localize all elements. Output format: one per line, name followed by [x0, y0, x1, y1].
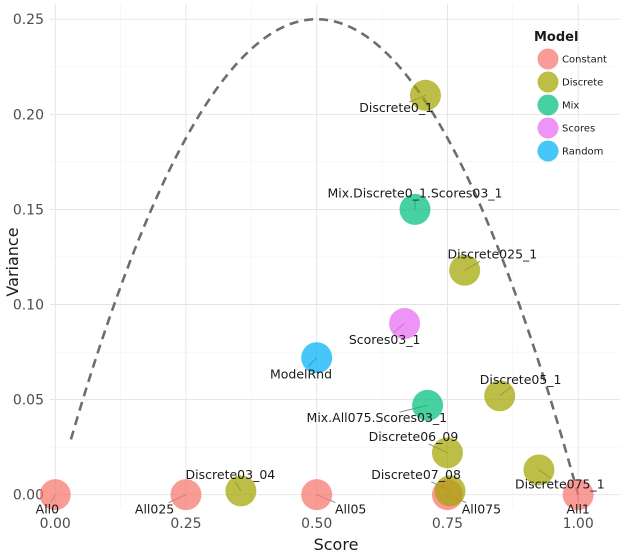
label-discrete07-08: Discrete07_08 — [371, 467, 461, 482]
y-tick-label: 0.05 — [13, 393, 44, 409]
x-axis-title: Score — [314, 535, 359, 554]
label-all0: All0 — [36, 501, 59, 516]
x-tick-label: 0.75 — [432, 516, 463, 532]
point-mix-all075-scores03-1 — [412, 389, 444, 421]
legend-entries: Constant Discrete Mix Scores Random — [537, 48, 607, 162]
x-tick-label: 1.00 — [563, 516, 594, 532]
label-discrete03-04: Discrete03_04 — [186, 467, 276, 482]
point-all05 — [301, 479, 333, 511]
y-tick-label: 0.10 — [13, 297, 44, 313]
point-discrete025-1 — [449, 254, 481, 286]
label-mix-discrete0-1-scores03-1: Mix.Discrete0_1.Scores03_1 — [327, 186, 502, 201]
point-discrete07-08 — [434, 475, 466, 507]
label-all025: All025 — [135, 501, 174, 516]
legend-label-random: Random — [562, 147, 603, 158]
legend-swatch-discrete — [537, 71, 559, 93]
y-tick-label: 0.00 — [13, 488, 44, 504]
legend-label-discrete: Discrete — [562, 78, 603, 89]
point-discrete06-09 — [431, 437, 463, 469]
axis-ticks: 0.00 0.25 0.50 0.75 1.00 0.00 0.05 0.10 0.15 0.20… — [13, 12, 594, 532]
point-mix-discrete0-1-scores03-1 — [399, 193, 431, 225]
point-scores03-1 — [389, 308, 421, 340]
y-tick-label: 0.25 — [13, 12, 44, 28]
label-discrete06-09: Discrete06_09 — [369, 429, 459, 444]
point-all1 — [562, 479, 594, 511]
point-discrete03-04 — [225, 475, 257, 507]
y-tick-label: 0.15 — [13, 202, 44, 218]
legend-swatch-mix — [537, 94, 559, 116]
label-all05: All05 — [335, 501, 366, 516]
legend-swatch-scores — [537, 117, 559, 139]
point-labels: All0 All025 All05 All075 All1 Discrete0_1 Disc… — [36, 100, 605, 516]
label-discrete025-1: Discrete025_1 — [448, 247, 538, 262]
point-discrete05-1 — [484, 380, 516, 412]
label-discrete05-1: Discrete05_1 — [480, 372, 562, 387]
point-all0 — [39, 479, 71, 511]
label-discrete0-1: Discrete0_1 — [359, 100, 433, 115]
legend-label-mix: Mix — [562, 101, 579, 112]
legend-swatch-constant — [537, 48, 559, 70]
legend-title: Model — [534, 30, 578, 45]
label-scores03-1: Scores03_1 — [349, 332, 421, 347]
legend-label-constant: Constant — [562, 55, 607, 66]
label-discrete075-1: Discrete075_1 — [515, 477, 605, 492]
y-tick-label: 0.20 — [13, 107, 44, 123]
grid-lines — [50, 4, 620, 508]
label-mix-all075-scores03-1: Mix.All075.Scores03_1 — [307, 410, 448, 425]
point-discrete075-1 — [523, 454, 555, 486]
y-axis-title: Variance — [3, 227, 22, 296]
point-modelrnd — [301, 342, 333, 374]
variance-reference-curve — [69, 17, 580, 496]
label-modelrnd: ModelRnd — [270, 366, 332, 381]
legend-label-scores: Scores — [562, 124, 595, 135]
x-tick-label: 0.00 — [40, 516, 71, 532]
data-points — [39, 79, 594, 511]
label-leader-lines — [50, 94, 579, 503]
legend-swatch-random — [537, 140, 559, 162]
point-discrete0-1 — [409, 79, 441, 111]
label-all075: All075 — [462, 501, 501, 516]
x-tick-label: 0.50 — [301, 516, 332, 532]
label-all1: All1 — [566, 501, 589, 516]
point-all025 — [170, 479, 202, 511]
x-tick-label: 0.25 — [170, 516, 201, 532]
legend: Model Constant Discrete Mix Scores Random — [534, 30, 607, 162]
